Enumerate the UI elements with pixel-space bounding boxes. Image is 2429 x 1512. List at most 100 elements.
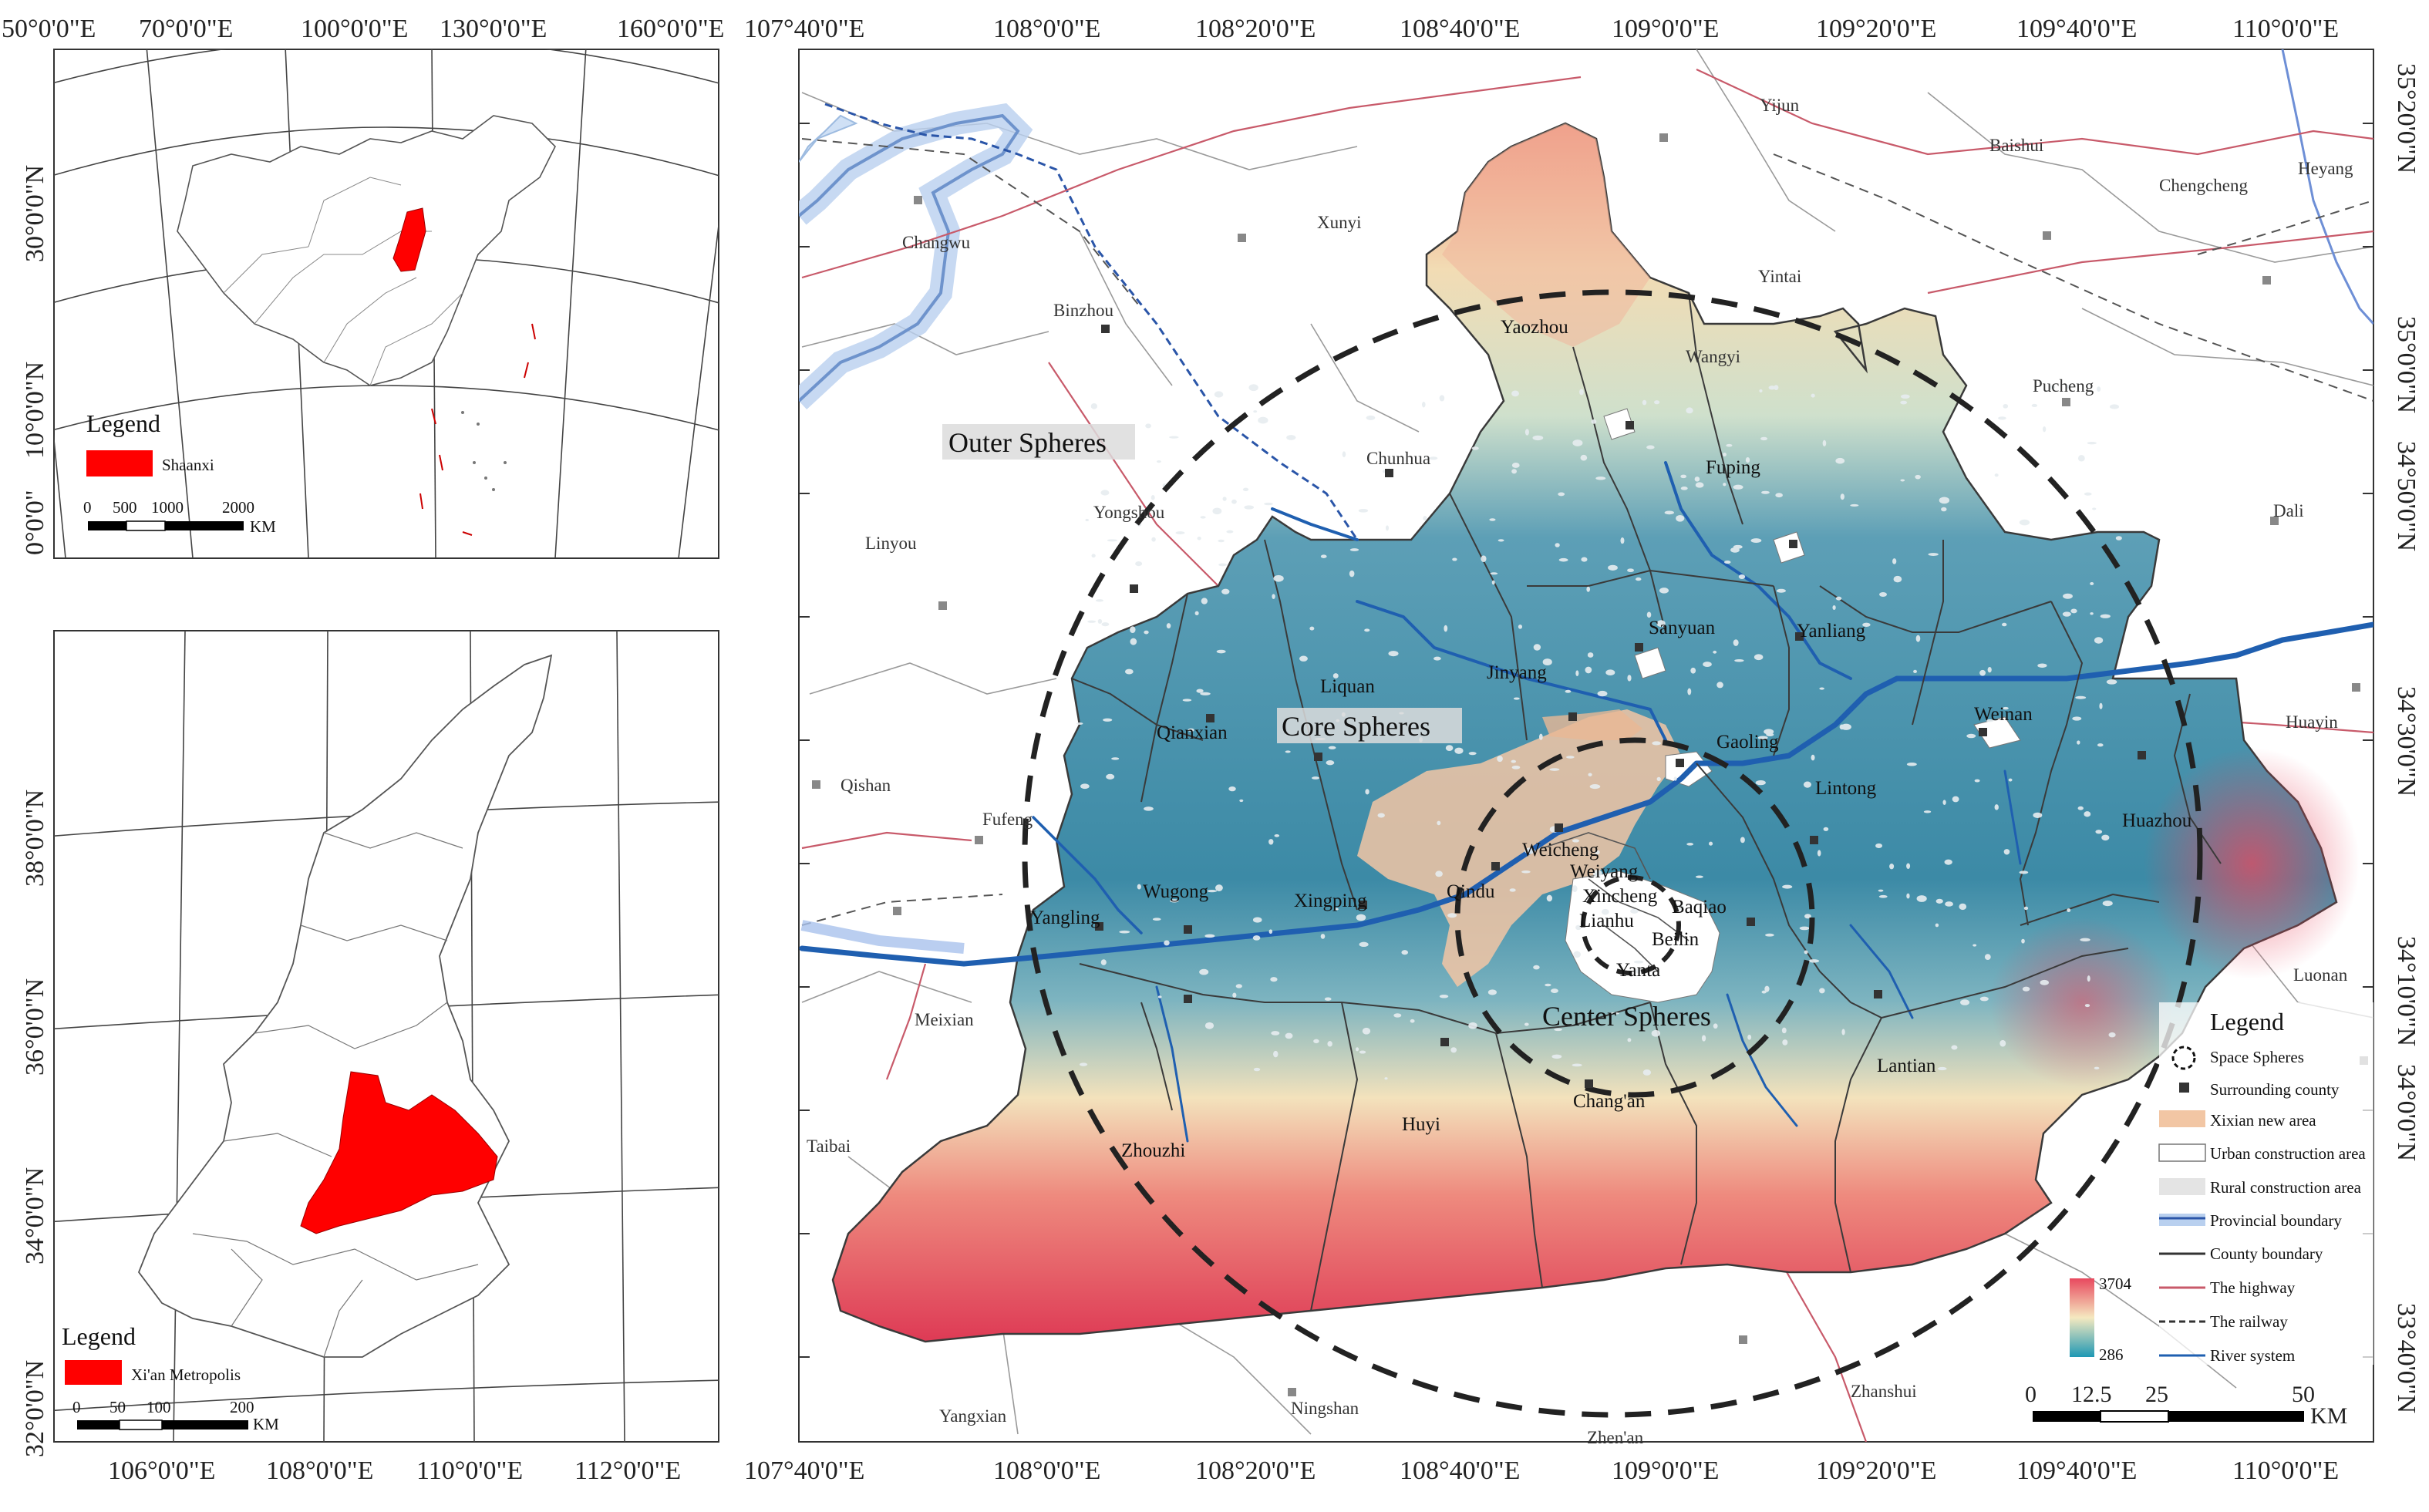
place-label: Sanyuan xyxy=(1649,618,1716,638)
legend-surrounding-county: Surrounding county xyxy=(2210,1080,2340,1099)
inset2-legend: Legend Xi'an Metropolis xyxy=(62,1322,241,1385)
scale-unit: KM xyxy=(250,517,276,536)
main-lon-label: 109°20'0"E xyxy=(1816,15,1936,43)
main-lat-label: 33°40'0"N xyxy=(2392,1303,2421,1413)
inset2-lon-label: 108°0'0"E xyxy=(266,1456,373,1485)
sphere-labels: Outer Spheres Core Spheres Center Sphere… xyxy=(942,424,1711,1032)
place-label: Weiyang xyxy=(1570,861,1639,882)
place-names: Changwu Xunyi Yijun Baishui Heyang Chengcheng… xyxy=(807,96,2353,1447)
elev-min-label: 286 xyxy=(2099,1345,2124,1364)
outer-sphere-ring xyxy=(1022,289,2203,1418)
place-label: Wangyi xyxy=(1686,347,1740,366)
inset1-lon-label: 100°0'0"E xyxy=(301,15,408,43)
main-lon-label: 110°0'0"E xyxy=(2232,1456,2339,1485)
inset1-lon-label: 130°0'0"E xyxy=(440,15,547,43)
place-label: Lintong xyxy=(1815,778,1877,799)
legend-highway: The highway xyxy=(2210,1278,2296,1297)
place-label: Yijun xyxy=(1760,96,1800,115)
place-label: Huazhou xyxy=(2122,810,2192,831)
inset1-legend: Legend Shaanxi xyxy=(86,409,214,476)
main-lon-labels-bottom: 107°40'0"E 108°0'0"E 108°20'0"E 108°40'0… xyxy=(744,1456,2339,1485)
place-label: Meixian xyxy=(915,1010,974,1029)
inset-country-map: 50°0'0"E 70°0'0"E 100°0'0"E 130°0'0"E 16… xyxy=(2,15,724,559)
shaanxi-highlight xyxy=(392,207,426,272)
place-label: Yanliang xyxy=(1797,621,1866,642)
legend-river: River system xyxy=(2210,1346,2295,1365)
place-label: Huayin xyxy=(2286,712,2338,732)
place-label: Pucheng xyxy=(2033,376,2094,396)
main-lon-labels-top: 107°40'0"E 108°0'0"E 108°20'0"E 108°40'0… xyxy=(744,15,2339,43)
legend-title: Legend xyxy=(2210,1008,2284,1036)
scale-label: 100 xyxy=(147,1398,171,1416)
place-label: Xincheng xyxy=(1582,886,1658,907)
main-lon-label: 109°40'0"E xyxy=(2016,1456,2137,1485)
place-label: Taibai xyxy=(807,1137,851,1156)
inset2-lon-label: 106°0'0"E xyxy=(108,1456,215,1485)
place-label: Yaozhou xyxy=(1501,317,1568,338)
place-label: Qishan xyxy=(841,776,891,795)
main-lon-label: 109°0'0"E xyxy=(1612,1456,1719,1485)
place-label: Huyi xyxy=(1402,1114,1440,1135)
legend-rural: Rural construction area xyxy=(2210,1178,2362,1197)
center-sphere-ring xyxy=(1581,875,1681,975)
place-label: Binzhou xyxy=(1053,301,1113,320)
place-label: Chunhua xyxy=(1366,449,1430,468)
place-label: Qindu xyxy=(1447,881,1495,902)
place-label: Beilin xyxy=(1652,929,1700,950)
center-spheres-label: Center Spheres xyxy=(1542,1001,1711,1032)
place-label: Heyang xyxy=(2298,159,2353,178)
inset2-lon-labels: 106°0'0"E 108°0'0"E 110°0'0"E 112°0'0"E xyxy=(108,1456,681,1485)
legend-space-spheres: Space Spheres xyxy=(2210,1048,2304,1066)
legend-county: County boundary xyxy=(2210,1244,2323,1263)
main-lon-label: 108°20'0"E xyxy=(1195,15,1316,43)
place-label: Liquan xyxy=(1320,676,1375,697)
legend-provincial: Provincial boundary xyxy=(2210,1211,2342,1230)
main-lon-label: 108°0'0"E xyxy=(993,15,1100,43)
legend-item: Xi'an Metropolis xyxy=(131,1366,241,1384)
legend-railway: The railway xyxy=(2210,1312,2288,1331)
inset2-lon-label: 110°0'0"E xyxy=(416,1456,523,1485)
place-label: Zhanshui xyxy=(1851,1382,1917,1401)
scale-label: 50 xyxy=(109,1398,126,1416)
inset2-lat-label: 34°0'0"N xyxy=(21,1167,49,1264)
place-label: Xingping xyxy=(1294,891,1367,911)
place-label: Changwu xyxy=(902,233,971,252)
place-label: Fufeng xyxy=(982,810,1033,829)
inset1-lon-label: 50°0'0"E xyxy=(2,15,96,43)
place-label: Luonan xyxy=(2293,965,2348,985)
place-label: Yanta xyxy=(1616,960,1660,981)
inset1-scalebar: 0 500 1000 2000 KM xyxy=(83,498,276,536)
inset2-scalebar: 0 50 100 200 KM xyxy=(72,1398,279,1433)
place-label: Gaoling xyxy=(1716,732,1779,753)
place-label: Chengcheng xyxy=(2159,176,2248,195)
main-lat-label: 34°50'0"N xyxy=(2392,441,2421,551)
place-label: Jinyang xyxy=(1487,662,1547,683)
main-legend: Legend Space Spheres Surrounding county … xyxy=(2025,1002,2373,1429)
main-lon-label: 107°40'0"E xyxy=(744,1456,864,1485)
inset2-lat-label: 36°0'0"N xyxy=(21,978,49,1076)
legend-title: Legend xyxy=(86,409,160,437)
scale-label: 25 xyxy=(2145,1382,2168,1407)
outer-spheres-label: Outer Spheres xyxy=(948,427,1107,458)
xian-swatch xyxy=(65,1360,122,1385)
legend-title: Legend xyxy=(62,1322,136,1350)
place-label: Qianxian xyxy=(1157,722,1228,743)
inset2-lon-label: 112°0'0"E xyxy=(574,1456,681,1485)
inset2-lat-label: 32°0'0"N xyxy=(21,1360,49,1457)
main-lat-label: 35°0'0"N xyxy=(2392,316,2421,413)
inset-province-map: 106°0'0"E 108°0'0"E 110°0'0"E 112°0'0"E … xyxy=(21,630,719,1485)
place-label: Linyou xyxy=(865,534,917,553)
xixian-new-area xyxy=(1357,709,1681,987)
scale-label: 200 xyxy=(230,1398,254,1416)
scale-label: 0 xyxy=(2025,1382,2037,1407)
legend-item: Shaanxi xyxy=(162,456,214,474)
inset1-lat-labels: 30°0'0"N 10°0'0"N 0°0'0" xyxy=(21,165,49,555)
legend-urban: Urban construction area xyxy=(2210,1144,2366,1163)
scale-label: 0 xyxy=(72,1398,81,1416)
inset1-lat-label: 30°0'0"N xyxy=(21,165,49,262)
main-lat-label: 34°30'0"N xyxy=(2392,686,2421,796)
inset1-lon-label: 70°0'0"E xyxy=(139,15,233,43)
place-label: Yangling xyxy=(1030,908,1100,928)
china-outline xyxy=(177,115,556,386)
